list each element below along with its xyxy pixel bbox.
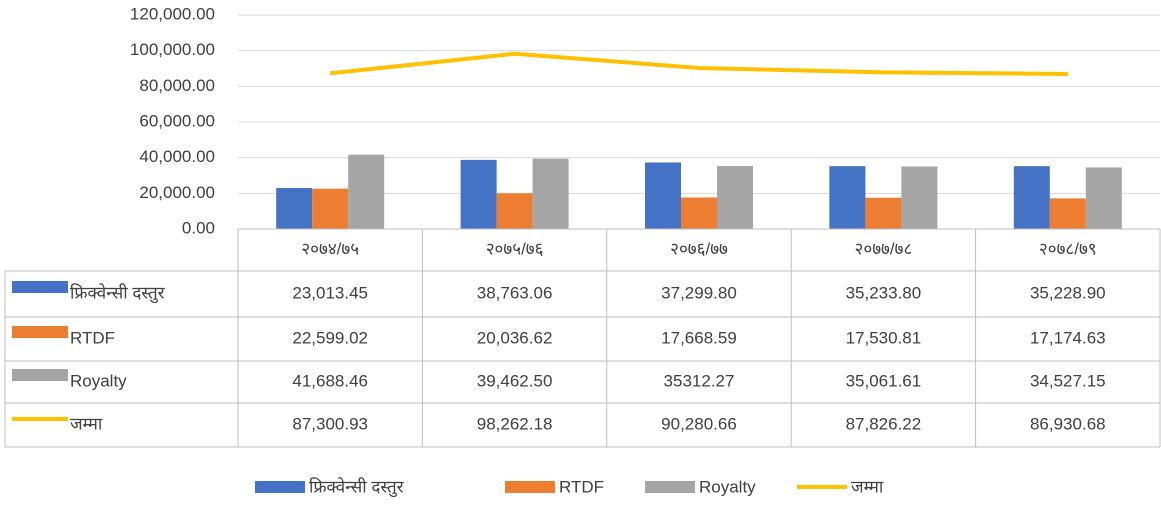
legend-key [12, 369, 68, 381]
table-cell: 20,036.62 [477, 328, 553, 347]
legend-key [12, 326, 68, 338]
legend-label: फ्रिक्वेन्सी दस्तुर [309, 476, 405, 497]
table-cell: 17,174.63 [1030, 328, 1106, 347]
y-tick-label: 0.00 [182, 218, 215, 237]
bar [901, 166, 938, 229]
table-cell: 34,527.15 [1030, 371, 1106, 390]
y-tick-label: 80,000.00 [139, 76, 215, 95]
x-tick-label: २०७७/७८ [855, 239, 913, 258]
legend-label: जम्मा [851, 477, 884, 496]
line [329, 51, 1068, 76]
table-cell: 35,061.61 [846, 371, 922, 390]
bar [532, 158, 569, 229]
bar [717, 166, 753, 229]
legend-key [505, 481, 555, 493]
legend-label: RTDF [559, 477, 604, 496]
bar [312, 188, 349, 229]
table-row-label: RTDF [70, 328, 115, 347]
table-cell: 41,688.46 [292, 371, 368, 390]
bar [348, 154, 385, 229]
table-cell: 35,233.80 [846, 283, 922, 302]
table-cell: 22,599.02 [292, 328, 368, 347]
x-tick-label: २०७५/७६ [486, 239, 544, 258]
table-cell: 23,013.45 [292, 283, 368, 302]
bar [681, 197, 717, 229]
bar [460, 159, 497, 229]
table-row-label: फ्रिक्वेन्सी दस्तुर [70, 282, 166, 303]
table-cell: 90,280.66 [661, 414, 737, 433]
table-cell: 39,462.50 [477, 371, 553, 390]
x-tick-label: २०७८/७९ [1039, 239, 1097, 258]
legend-key [645, 481, 695, 493]
table-cell: 38,763.06 [477, 283, 553, 302]
bar [645, 162, 681, 229]
x-tick-label: २०७६/७७ [670, 239, 728, 258]
bar [496, 193, 533, 229]
y-tick-label: 40,000.00 [139, 147, 215, 166]
bar [1085, 167, 1122, 229]
table-cell: 17,668.59 [661, 328, 737, 347]
y-tick-label: 120,000.00 [130, 4, 215, 23]
table-cell: 35312.27 [664, 371, 735, 390]
legend-key [255, 481, 305, 493]
y-tick-label: 60,000.00 [139, 111, 215, 130]
table-row-label: Royalty [70, 371, 127, 390]
table-cell: 17,530.81 [846, 328, 922, 347]
bar [1049, 198, 1086, 229]
y-tick-label: 100,000.00 [130, 40, 215, 59]
legend-key [12, 281, 68, 293]
bar [276, 187, 313, 229]
legend-label: Royalty [699, 477, 756, 496]
table-row-label: जम्मा [70, 414, 103, 433]
bar [1013, 166, 1050, 229]
table-cell: 37,299.80 [661, 283, 737, 302]
table-cell: 98,262.18 [477, 414, 553, 433]
y-tick-label: 20,000.00 [139, 183, 215, 202]
bar [865, 197, 902, 229]
table-cell: 87,826.22 [846, 414, 922, 433]
table-cell: 35,228.90 [1030, 283, 1106, 302]
bar [829, 166, 866, 229]
table-cell: 86,930.68 [1030, 414, 1106, 433]
x-tick-label: २०७४/७५ [301, 239, 359, 258]
table-cell: 87,300.93 [292, 414, 368, 433]
